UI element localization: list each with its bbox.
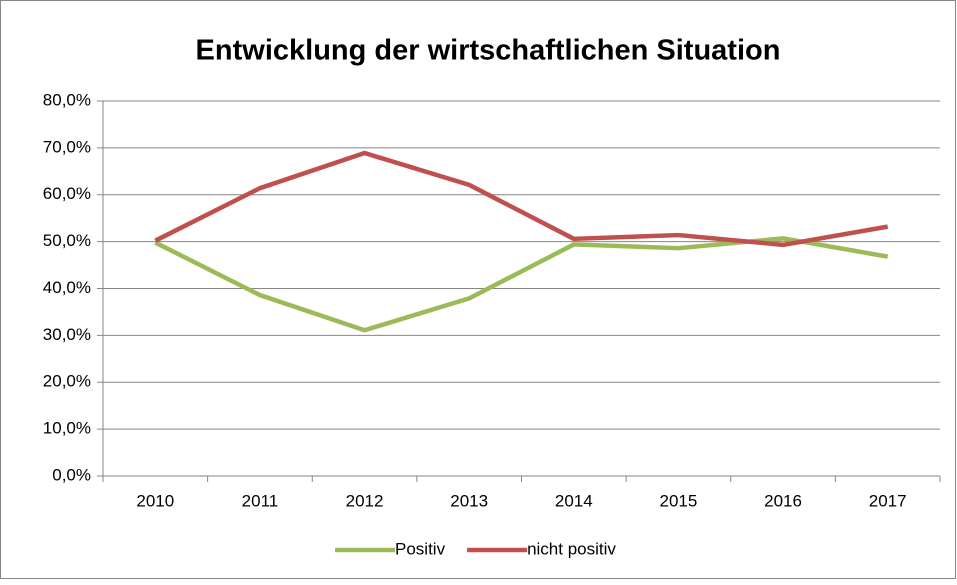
x-tick-label: 2015: [660, 491, 698, 510]
y-tick-label: 50,0%: [43, 231, 91, 250]
y-tick-label: 40,0%: [43, 278, 91, 297]
y-tick-label: 20,0%: [43, 372, 91, 391]
x-tick-label: 2017: [869, 491, 907, 510]
y-tick-label: 10,0%: [43, 419, 91, 438]
y-tick-label: 80,0%: [43, 90, 91, 109]
y-tick-label: 30,0%: [43, 325, 91, 344]
legend-label: nicht positiv: [527, 539, 616, 558]
x-tick-label: 2014: [555, 491, 593, 510]
y-tick-label: 70,0%: [43, 137, 91, 156]
x-tick-label: 2011: [242, 491, 279, 510]
x-tick-label: 2016: [764, 491, 802, 510]
x-tick-label: 2010: [136, 491, 174, 510]
x-tick-label: 2012: [346, 491, 384, 510]
y-tick-label: 60,0%: [43, 184, 91, 203]
legend-label: Positiv: [395, 539, 446, 558]
line-series: [154, 150, 889, 248]
y-tick-label: 0,0%: [52, 465, 91, 484]
chart-title: Entwicklung der wirtschaftlichen Situati…: [196, 35, 781, 67]
line-series: [154, 236, 889, 333]
x-tick-label: 2013: [450, 491, 488, 510]
